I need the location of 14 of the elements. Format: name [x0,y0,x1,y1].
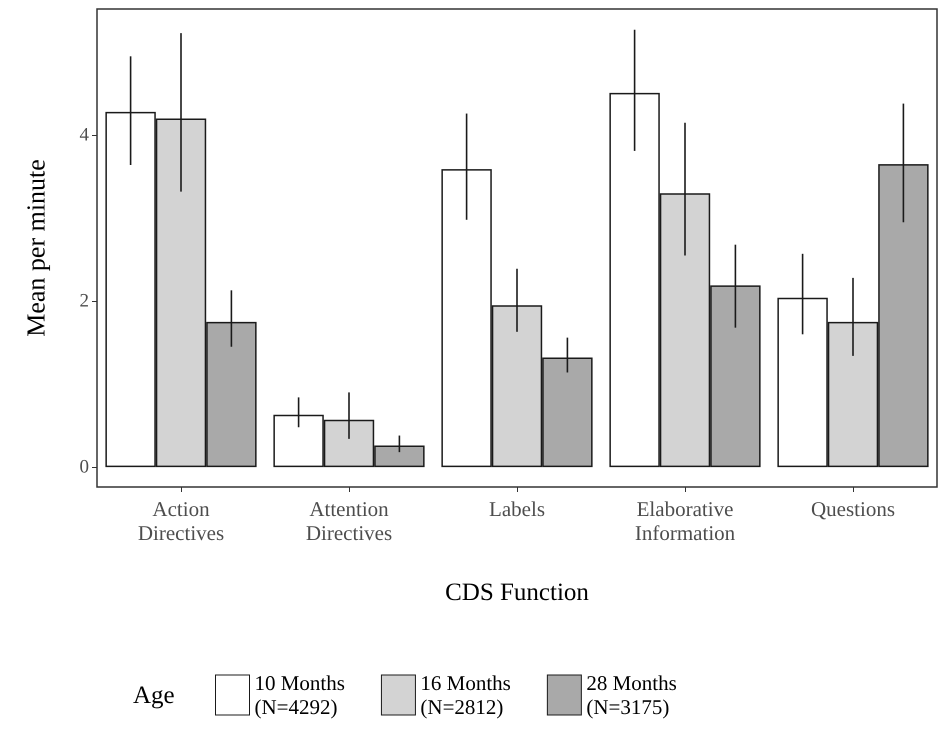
y-axis-title: Mean per minute [22,159,50,337]
x-axis-title: CDS Function [445,579,590,606]
y-tick-label: 2 [80,290,89,312]
legend-label: 28 Months (N=3175) [586,671,677,719]
legend-title: Age [133,682,175,709]
x-tick-label: Labels [489,497,545,521]
x-tick-label: Elaborative Information [634,497,736,545]
x-tick-label: Questions [811,497,895,521]
legend-label: 10 Months (N=4292) [254,671,345,719]
y-tick-label: 0 [80,456,89,478]
legend-label: 16 Months (N=2812) [420,671,511,719]
y-tick-label: 4 [80,124,90,146]
x-tick-label: Attention Directives [306,497,392,545]
x-tick-label: Action Directives [138,497,224,545]
